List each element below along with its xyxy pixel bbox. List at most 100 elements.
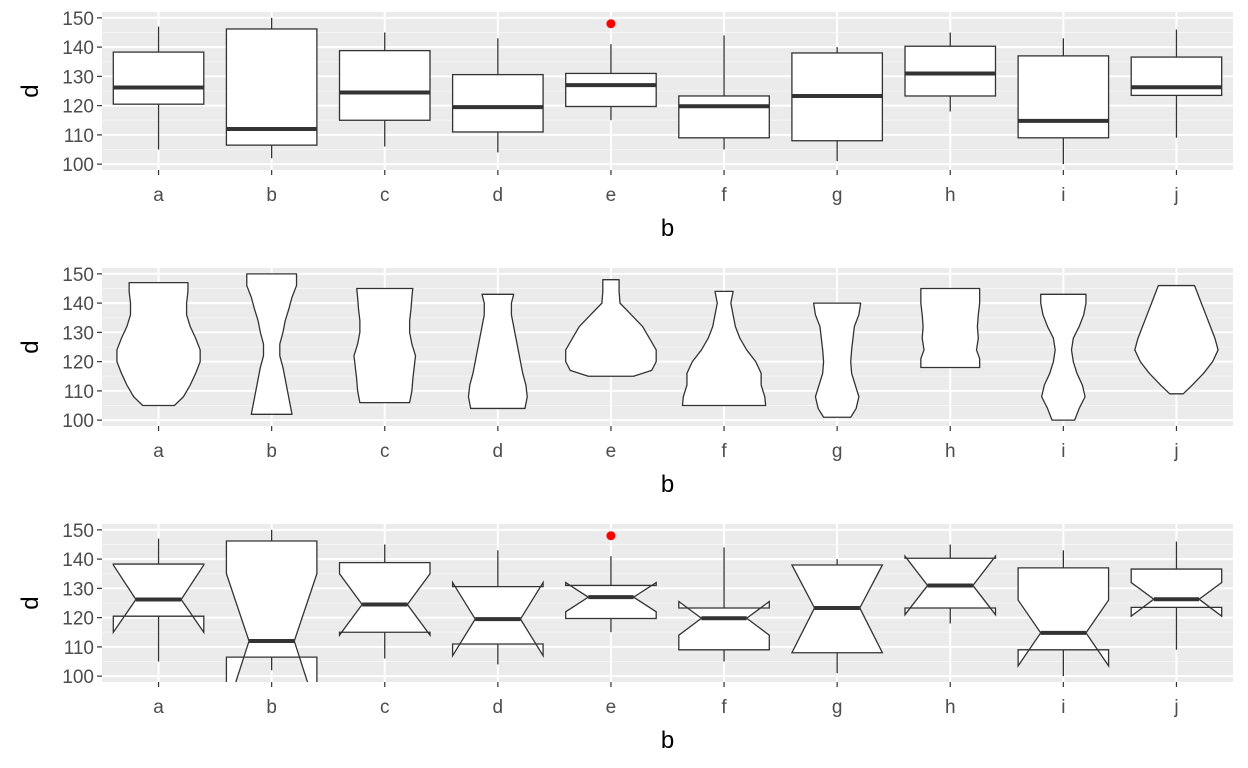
violin-d [467,293,528,410]
x-tick-label: d [493,697,504,718]
x-tick-label: c [380,441,390,462]
box-e [565,44,657,121]
panel-2: 100 110 120 130 140 150 a b c d e f g h i j b d [17,265,1233,498]
box-i [1017,550,1110,677]
y-tick-label: 120 [62,97,94,118]
box-f [678,35,770,150]
violin-c [353,287,417,404]
box-b [225,17,318,159]
outlier-point [606,531,616,541]
x-tick-label: f [721,441,727,462]
marks [112,529,1223,682]
panel-3: 100 110 120 130 140 150 a b c d e f g h i j b d [17,521,1233,754]
y-tick-label: 120 [62,353,94,374]
y-tick-label: 130 [62,323,94,344]
x-tick-label: g [832,697,843,718]
x-tick-label: a [153,185,164,206]
panel-1: 100 110 120 130 140 150 a b c d e f g h i j b d [17,9,1233,242]
x-tick-label: i [1061,441,1065,462]
violin-e [565,279,657,377]
x-tick-label: c [380,697,390,718]
y-tick-label: 100 [62,411,94,432]
box-body [338,49,431,121]
box-f [678,547,770,662]
x-tick-label: e [606,441,617,462]
x-tick-label: h [945,441,956,462]
y-tick-label: 150 [62,9,94,30]
x-tick-label: j [1173,441,1178,462]
box-d [451,38,544,153]
x-tick-label: i [1061,697,1065,718]
box-g [790,559,884,674]
box-h [904,544,997,624]
y-tick-label: 110 [64,638,94,659]
x-tick-label: c [380,185,390,206]
x-tick-label: d [493,185,504,206]
x-tick-label: e [606,697,617,718]
x-tick-label: h [945,185,956,206]
y-tick-label: 150 [62,521,94,542]
y-tick-label: 100 [62,667,94,688]
box-body [225,28,318,146]
box-body [904,45,997,97]
violin-a [116,281,201,407]
x-axis-title: b [661,215,674,242]
x-axis-title: b [661,727,674,754]
x-tick-label: g [832,185,843,206]
box-body [565,581,657,620]
box-body [678,600,770,651]
x-tick-label: j [1173,697,1178,718]
violin-b [246,273,298,415]
x-tick-label: e [606,185,617,206]
y-axis-title: d [17,596,44,609]
marks [112,17,1223,165]
y-tick-label: 110 [64,382,94,403]
box-d [451,550,544,665]
y-tick-label: 110 [64,126,94,147]
box-c [338,32,431,147]
violin-f [681,290,767,407]
box-j [1130,541,1223,650]
y-axis-title: d [17,340,44,353]
box-c [338,544,431,659]
x-tick-label: f [721,185,727,206]
x-tick-label: b [266,697,277,718]
x-tick-label: b [266,441,277,462]
box-body [1017,55,1110,139]
y-tick-label: 130 [62,579,94,600]
y-tick-label: 140 [62,38,94,59]
x-tick-label: a [153,441,164,462]
x-tick-label: d [493,441,504,462]
box-j [1130,29,1223,138]
box-a [112,26,205,150]
x-tick-label: a [153,697,164,718]
violin-i [1040,293,1087,421]
marks [116,273,1219,421]
box-body [678,95,770,139]
x-tick-label: j [1173,185,1178,206]
y-tick-label: 150 [62,265,94,286]
box-g [791,47,884,162]
x-tick-label: f [721,697,727,718]
box-body [338,561,431,638]
x-tick-label: b [266,185,277,206]
box-a [112,538,205,662]
x-tick-label: g [832,441,843,462]
x-tick-label: h [945,697,956,718]
box-i [1017,38,1110,165]
violin-h [920,287,981,369]
y-tick-label: 140 [62,550,94,571]
box-body [225,540,318,682]
y-tick-label: 120 [62,609,94,630]
x-axis-title: b [661,471,674,498]
box-body [1130,56,1223,97]
y-tick-label: 100 [62,155,94,176]
violin-g [812,302,862,418]
box-body [1017,567,1110,669]
violin-j [1134,284,1219,395]
box-e [565,556,657,633]
box-body [112,51,205,105]
outlier-point [606,19,616,29]
y-axis-title: d [17,84,44,97]
